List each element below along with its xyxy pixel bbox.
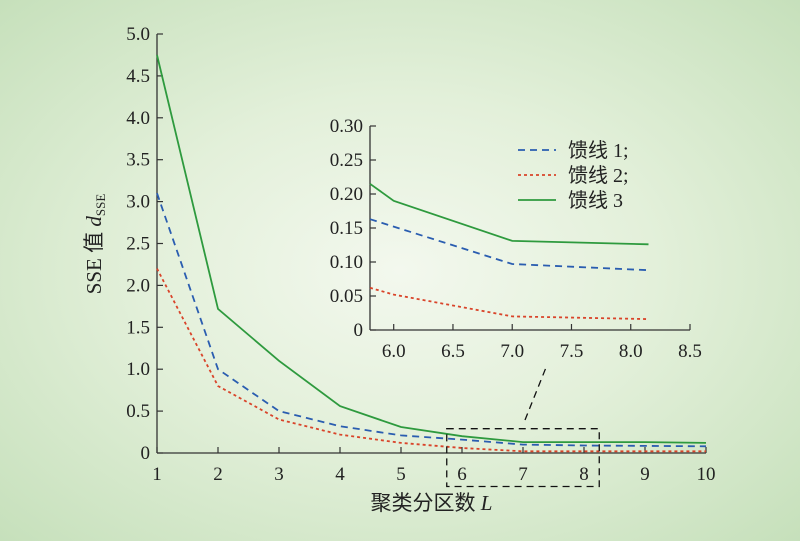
inset-y-tick-label: 0.20 bbox=[330, 184, 363, 205]
main-y-tick-label: 5.0 bbox=[126, 24, 150, 45]
inset-x-tick-label: 7.5 bbox=[560, 341, 584, 362]
main-y-tick-label: 2.5 bbox=[126, 234, 150, 255]
main-x-tick-label: 6 bbox=[457, 464, 467, 485]
main-y-tick-label: 2.0 bbox=[126, 275, 150, 296]
inset-x-tick-label: 6.0 bbox=[382, 341, 406, 362]
inset-y-tick-label: 0.05 bbox=[330, 286, 363, 307]
main-y-tick-label: 0 bbox=[141, 443, 151, 464]
inset-x-tick-label: 7.0 bbox=[500, 341, 524, 362]
main-y-tick-label: 1.5 bbox=[126, 317, 150, 338]
inset-x-tick-label: 6.5 bbox=[441, 341, 465, 362]
main-x-tick-label: 2 bbox=[213, 464, 223, 485]
main-x-tick-label: 5 bbox=[396, 464, 406, 485]
main-y-tick-label: 0.5 bbox=[126, 401, 150, 422]
main-series-line-2 bbox=[156, 268, 706, 453]
inset-y-tick-label: 0.30 bbox=[330, 116, 363, 137]
main-x-tick-label: 4 bbox=[335, 464, 345, 485]
main-x-tick-label: 9 bbox=[640, 464, 650, 485]
main-y-tick-label: 4.0 bbox=[126, 108, 150, 129]
main-x-tick-label: 8 bbox=[579, 464, 589, 485]
legend-label-2: 馈线 2; bbox=[568, 164, 629, 187]
zoom-region-box bbox=[446, 428, 600, 488]
inset-series-line-1 bbox=[369, 218, 649, 272]
inset-y-tick-label: 0 bbox=[354, 320, 364, 341]
inset-y-tick-label: 0.10 bbox=[330, 252, 363, 273]
legend-label-1: 馈线 1; bbox=[568, 139, 629, 162]
main-x-tick-label: 3 bbox=[274, 464, 284, 485]
main-y-tick-label: 1.0 bbox=[126, 359, 150, 380]
main-x-tick-label: 7 bbox=[518, 464, 528, 485]
main-y-tick-label: 4.5 bbox=[126, 66, 150, 87]
zoom-connector-line bbox=[524, 364, 548, 421]
main-x-tick-label: 10 bbox=[697, 464, 716, 485]
main-y-axis-label: SSE 值 dSSE bbox=[82, 194, 108, 295]
inset-y-tick-label: 0.25 bbox=[330, 150, 363, 171]
main-x-tick-label: 1 bbox=[152, 464, 162, 485]
main-series-line-1 bbox=[156, 192, 707, 448]
main-series-line-3 bbox=[156, 54, 707, 444]
main-y-tick-label: 3.0 bbox=[126, 192, 150, 213]
inset-series-line-3 bbox=[369, 183, 649, 246]
inset-y-tick-label: 0.15 bbox=[330, 218, 363, 239]
inset-series-line-2 bbox=[369, 286, 649, 320]
main-x-axis-label: 聚类分区数 L bbox=[371, 491, 493, 515]
inset-x-tick-label: 8.0 bbox=[619, 341, 643, 362]
legend-label-3: 馈线 3 bbox=[568, 189, 623, 212]
inset-x-tick-label: 8.5 bbox=[678, 341, 702, 362]
main-y-tick-label: 3.5 bbox=[126, 150, 150, 171]
